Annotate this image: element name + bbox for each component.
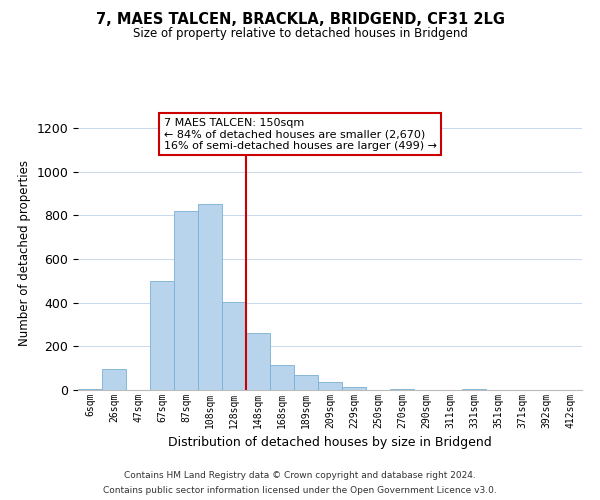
Bar [342, 386, 366, 390]
Bar [270, 365, 294, 390]
Bar [78, 389, 102, 390]
Bar [390, 389, 414, 390]
Text: 7, MAES TALCEN, BRACKLA, BRIDGEND, CF31 2LG: 7, MAES TALCEN, BRACKLA, BRIDGEND, CF31 … [95, 12, 505, 28]
Bar [222, 302, 246, 390]
Text: Contains public sector information licensed under the Open Government Licence v3: Contains public sector information licen… [103, 486, 497, 495]
X-axis label: Distribution of detached houses by size in Bridgend: Distribution of detached houses by size … [168, 436, 492, 450]
Bar [246, 334, 270, 390]
Bar [198, 204, 222, 390]
Text: Contains HM Land Registry data © Crown copyright and database right 2024.: Contains HM Land Registry data © Crown c… [124, 471, 476, 480]
Bar [462, 389, 486, 390]
Bar [150, 281, 174, 390]
Text: Size of property relative to detached houses in Bridgend: Size of property relative to detached ho… [133, 28, 467, 40]
Text: 7 MAES TALCEN: 150sqm
← 84% of detached houses are smaller (2,670)
16% of semi-d: 7 MAES TALCEN: 150sqm ← 84% of detached … [164, 118, 437, 151]
Bar [294, 374, 318, 390]
Y-axis label: Number of detached properties: Number of detached properties [18, 160, 31, 346]
Bar [174, 211, 198, 390]
Bar [318, 382, 342, 390]
Bar [102, 370, 126, 390]
